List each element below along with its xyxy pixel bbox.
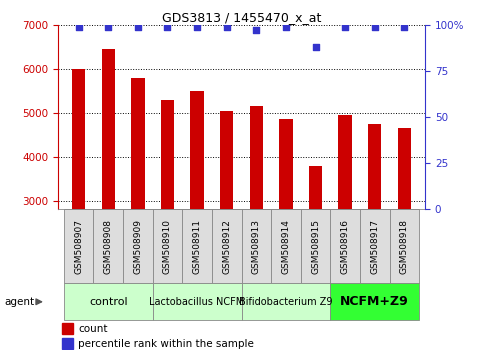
Point (193, 24, 201, 29)
Bar (309, 166, 322, 210)
Bar (190, 91, 204, 210)
Bar (398, 128, 411, 210)
Text: GSM508918: GSM508918 (400, 219, 409, 274)
Text: GSM508911: GSM508911 (193, 219, 201, 274)
Point (282, 24, 290, 29)
Bar (153, 283, 242, 320)
Bar (301, 210, 330, 283)
Point (134, 24, 142, 29)
Text: GSM508908: GSM508908 (104, 219, 113, 274)
Bar (64, 283, 153, 320)
Bar (271, 210, 301, 283)
Bar (94, 210, 123, 283)
Text: agent: agent (5, 297, 35, 307)
Point (253, 28, 260, 33)
Point (341, 24, 349, 29)
Bar (212, 210, 242, 283)
Text: Lactobacillus NCFM: Lactobacillus NCFM (149, 297, 245, 307)
Text: percentile rank within the sample: percentile rank within the sample (78, 339, 254, 349)
Bar (279, 119, 293, 210)
Bar (242, 210, 271, 283)
Text: GSM508913: GSM508913 (252, 219, 261, 274)
Bar (182, 210, 212, 283)
Bar (64, 210, 94, 283)
Text: GSM508909: GSM508909 (133, 219, 142, 274)
Text: Bifidobacterium Z9: Bifidobacterium Z9 (239, 297, 333, 307)
Point (400, 24, 408, 29)
Title: GDS3813 / 1455470_x_at: GDS3813 / 1455470_x_at (162, 11, 321, 24)
Bar (330, 283, 419, 320)
Bar (389, 210, 419, 283)
Text: GSM508907: GSM508907 (74, 219, 83, 274)
Bar (220, 110, 233, 210)
Bar (330, 210, 360, 283)
Text: GSM508910: GSM508910 (163, 219, 172, 274)
Bar (62, 323, 72, 334)
Bar (62, 338, 72, 349)
Text: NCFM+Z9: NCFM+Z9 (341, 295, 409, 308)
Bar (101, 49, 115, 210)
Point (75, 24, 83, 29)
Bar (250, 106, 263, 210)
Bar (242, 283, 330, 320)
Point (223, 24, 230, 29)
Point (371, 24, 379, 29)
Bar (360, 210, 389, 283)
Text: GSM508914: GSM508914 (282, 219, 290, 274)
Bar (368, 124, 382, 210)
Bar (339, 115, 352, 210)
Bar (153, 210, 182, 283)
Text: control: control (89, 297, 128, 307)
Point (312, 44, 319, 50)
Point (164, 24, 171, 29)
Bar (72, 69, 85, 210)
Bar (131, 78, 144, 210)
Text: GSM508917: GSM508917 (370, 219, 379, 274)
Text: count: count (78, 324, 108, 334)
Bar (123, 210, 153, 283)
Bar (161, 99, 174, 210)
Point (104, 24, 112, 29)
Text: GSM508915: GSM508915 (311, 219, 320, 274)
Text: GSM508916: GSM508916 (341, 219, 350, 274)
Text: GSM508912: GSM508912 (222, 219, 231, 274)
